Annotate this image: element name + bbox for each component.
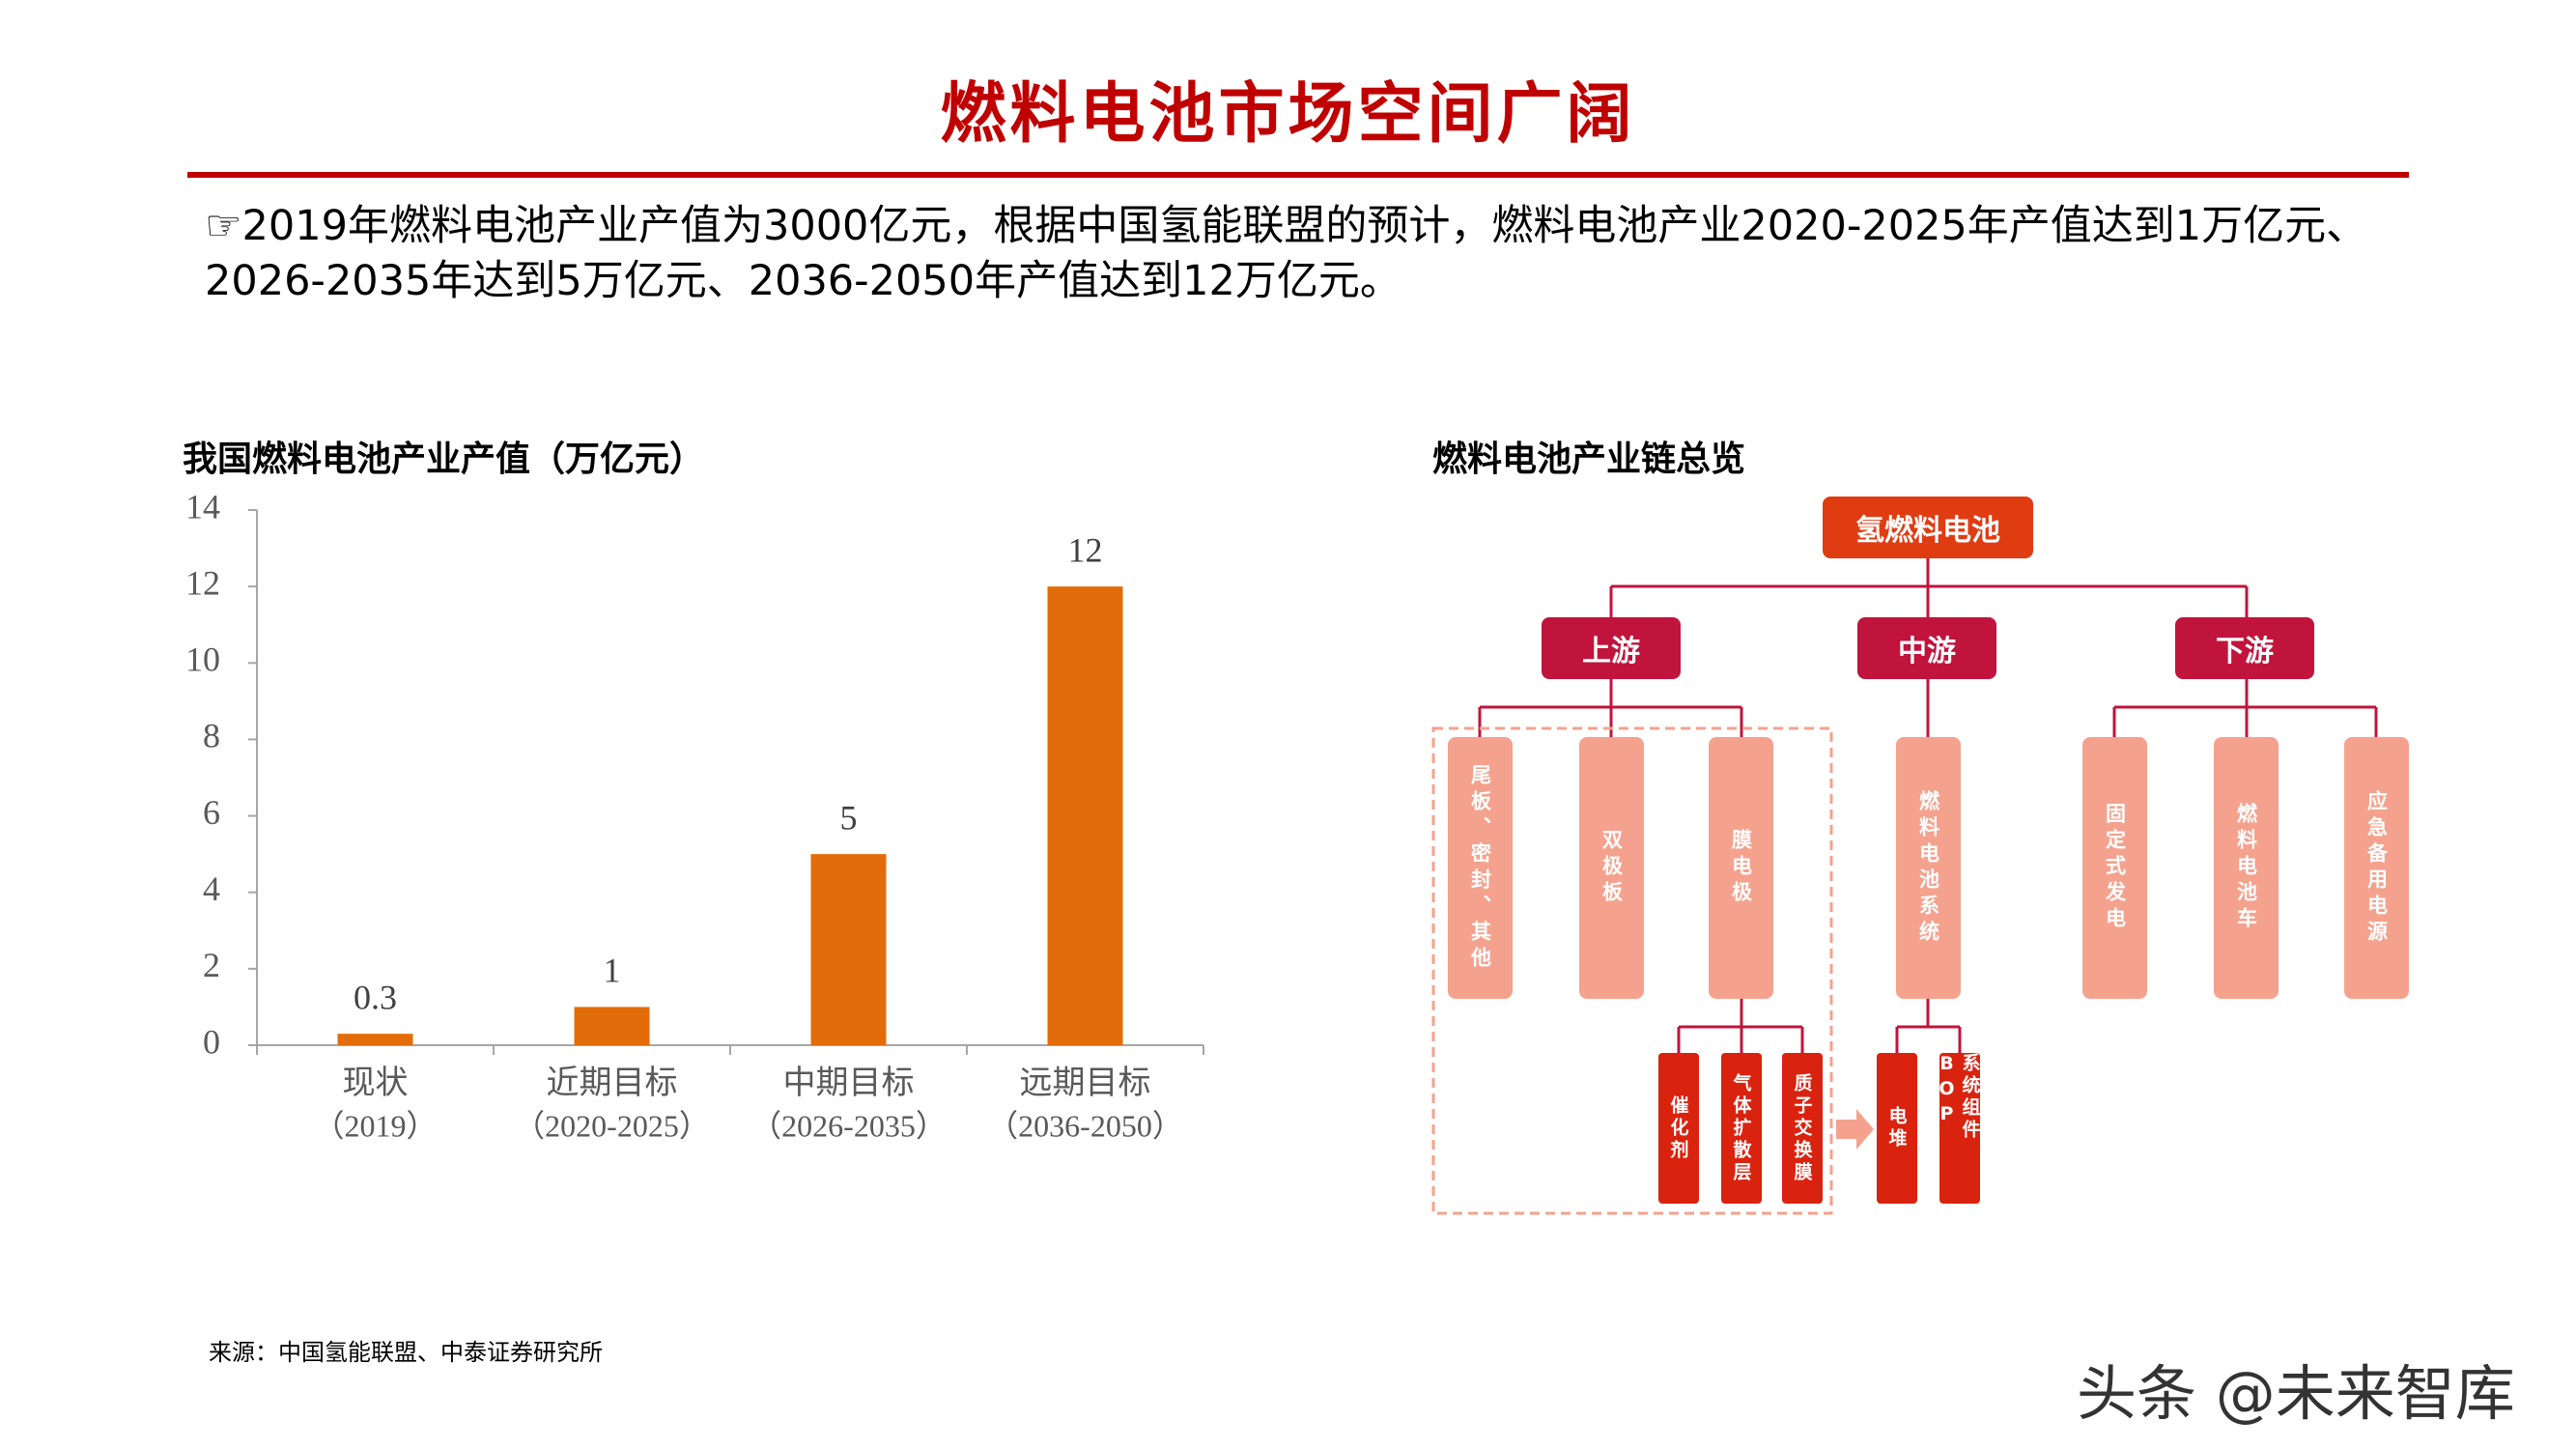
bar (810, 854, 887, 1045)
y-tick-label: 6 (203, 793, 220, 832)
root-node: 氢燃料电池 (1823, 497, 2033, 558)
intro-text: ☞2019年燃料电池产业产值为3000亿元，根据中国氢能联盟的预计，燃料电池产业… (205, 202, 2368, 305)
x-tick-label: 中期目标 (783, 1065, 915, 1101)
x-tick-label: 近期目标 (547, 1065, 678, 1101)
bar (1047, 586, 1123, 1045)
y-tick-label: 2 (203, 946, 220, 984)
part-node: 气体扩散层 (1721, 1053, 1762, 1204)
item-node: 应急备用电源 (2344, 737, 2409, 999)
y-tick-label: 8 (203, 717, 220, 755)
x-tick-label: 远期目标 (1020, 1065, 1151, 1101)
y-tick-label: 4 (203, 869, 220, 908)
item-node: 燃料电池系统 (1896, 737, 1961, 999)
value-label: 5 (840, 798, 858, 837)
y-tick-label: 0 (203, 1022, 220, 1061)
upstream-group (1431, 726, 1833, 1215)
value-label: 12 (1068, 530, 1103, 569)
diagram-title: 燃料电池产业链总览 (1432, 440, 1746, 479)
part-node: 电堆 (1877, 1053, 1917, 1204)
x-tick-label: 现状 (343, 1065, 409, 1101)
item-node: 膜电极 (1709, 737, 1773, 999)
page-title: 燃料电池市场空间广阔 (940, 76, 1636, 153)
part-node: 质子交换膜 (1782, 1053, 1823, 1204)
part-node: 系统组件BOP (1937, 1053, 1981, 1204)
x-tick-sublabel: （2020-2025） (514, 1108, 710, 1143)
part-node: 催化剂 (1658, 1053, 1699, 1204)
value-label: 0.3 (354, 978, 397, 1016)
item-node: 燃料电池车 (2214, 737, 2279, 999)
arrow (1836, 1109, 1874, 1150)
item-node: 固定式发电 (2082, 737, 2147, 999)
watermark: 头条 @未来智库 (2077, 1358, 2515, 1429)
bar (574, 1007, 650, 1045)
branch-node: 中游 (1857, 617, 1996, 679)
bar (337, 1034, 413, 1045)
chart-title: 我国燃料电池产业产值（万亿元） (183, 440, 705, 479)
y-tick-label: 10 (185, 640, 220, 679)
x-tick-sublabel: （2026-2035） (750, 1108, 947, 1143)
y-tick-label: 12 (185, 563, 220, 602)
x-tick-sublabel: （2036-2050） (987, 1108, 1183, 1143)
connectors (1478, 558, 2378, 1053)
item-node: 双极板 (1579, 737, 1644, 999)
source-note: 来源：中国氢能联盟、中泰证券研究所 (209, 1339, 603, 1366)
value-label: 1 (604, 952, 621, 990)
y-tick-label: 14 (185, 487, 220, 526)
x-tick-sublabel: （2019） (313, 1108, 437, 1143)
branch-node: 下游 (2175, 617, 2314, 679)
item-node: 尾板、密封、其他 (1448, 737, 1513, 999)
branch-node: 上游 (1542, 617, 1681, 679)
